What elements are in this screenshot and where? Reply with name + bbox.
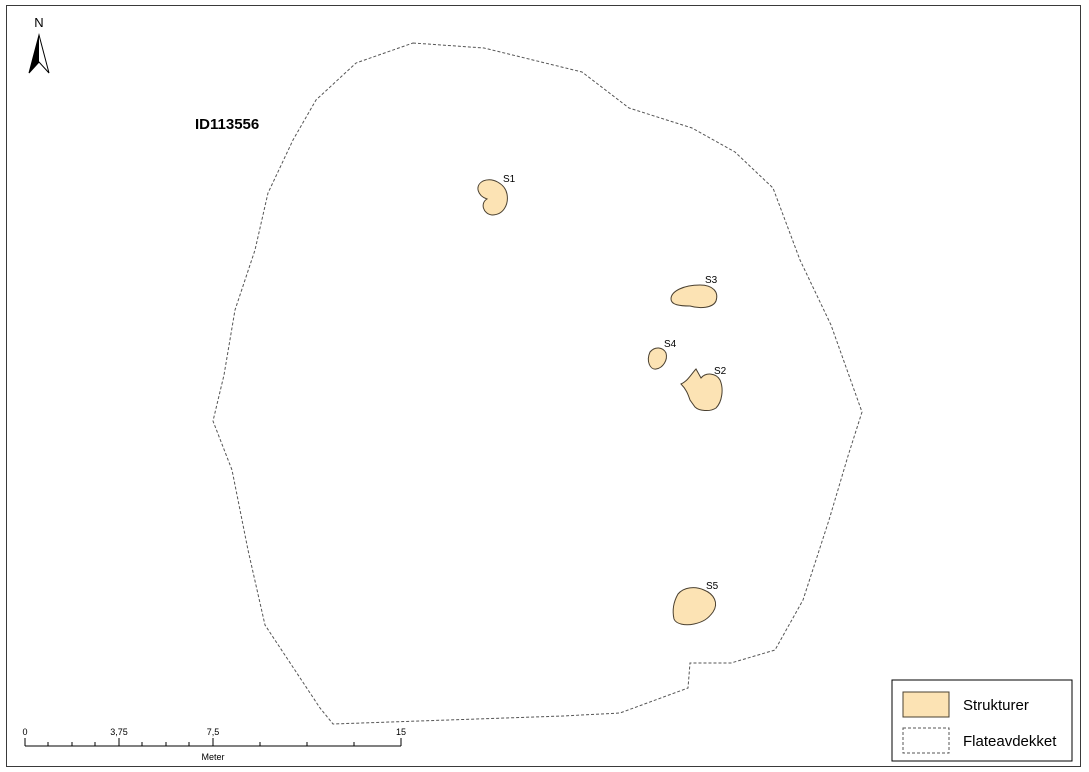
- structure-s1-label: S1: [503, 174, 516, 185]
- scale-tick-label: 7,5: [207, 727, 220, 737]
- scale-bar: 0 3,75 7,5 15 Meter: [22, 727, 406, 762]
- structure-s4-label: S4: [664, 339, 677, 350]
- scale-tick-label: 15: [396, 727, 406, 737]
- legend-label-excavated: Flateavdekket: [963, 733, 1057, 750]
- scale-tick-label: 0: [22, 727, 27, 737]
- excavated-area-outline: [212, 42, 863, 725]
- structure-s2-label: S2: [714, 366, 727, 377]
- north-arrow: N: [28, 15, 50, 74]
- legend-swatch-structure: [902, 691, 950, 718]
- structure-s4: S4: [647, 339, 677, 370]
- legend: Strukturer Flateavdekket: [891, 679, 1073, 762]
- scale-tick-label: 3,75: [110, 727, 128, 737]
- structure-s2: S2: [680, 366, 727, 411]
- site-id-label: ID113556: [195, 116, 259, 133]
- structure-s5-label: S5: [706, 581, 719, 592]
- scale-unit-label: Meter: [201, 752, 224, 762]
- structure-s3: S3: [670, 275, 718, 309]
- legend-swatch-excavated: [902, 727, 950, 754]
- structure-s1: S1: [477, 174, 516, 216]
- legend-label-structure: Strukturer: [963, 697, 1029, 714]
- structure-s5: S5: [672, 581, 719, 626]
- north-arrow-label: N: [34, 15, 43, 30]
- structure-s3-label: S3: [705, 275, 718, 286]
